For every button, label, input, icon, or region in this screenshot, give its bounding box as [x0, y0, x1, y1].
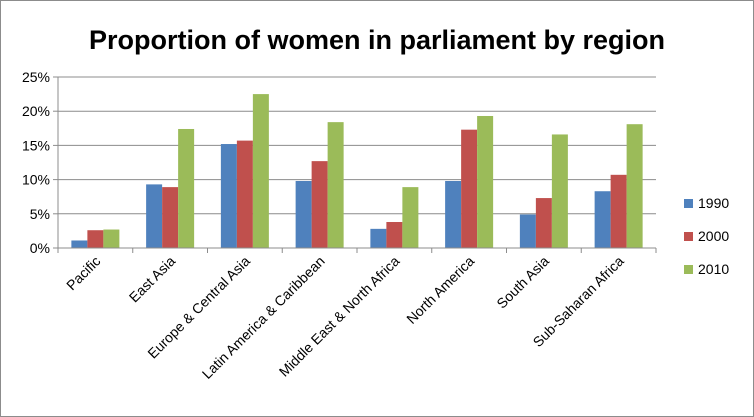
x-tick-label: Middle East & North Africa: [276, 253, 403, 380]
bar-1990: [295, 180, 312, 248]
legend-label-2000: 2000: [698, 228, 729, 244]
bar-2000: [610, 174, 627, 248]
bar-2010: [327, 122, 344, 248]
bar-2000: [386, 222, 403, 248]
x-tick-label: East Asia: [126, 253, 179, 306]
bar-1990: [594, 191, 611, 248]
y-tick-label: 20%: [22, 103, 50, 119]
legend-label-2010: 2010: [698, 261, 729, 277]
bar-2000: [535, 198, 552, 248]
bar-2010: [551, 134, 568, 248]
bar-2010: [178, 128, 195, 248]
y-tick-label: 15%: [22, 137, 50, 153]
bar-1990: [519, 214, 536, 248]
y-axis-ticks: 0% 5% 10% 15% 20% 25%: [22, 69, 59, 256]
bar-2010: [402, 187, 419, 248]
bar-2010: [626, 124, 643, 248]
bar-1990: [220, 144, 237, 248]
x-tick-label: South Asia: [493, 253, 552, 312]
y-tick-label: 25%: [22, 69, 50, 85]
bar-2000: [162, 187, 179, 248]
legend-swatch-1990: [684, 199, 693, 208]
y-tick-label: 10%: [22, 172, 50, 188]
legend-label-1990: 1990: [698, 195, 729, 211]
bar-1990: [445, 180, 462, 248]
chart-title: Proportion of women in parliament by reg…: [89, 25, 665, 55]
y-tick-label: 0%: [30, 240, 50, 256]
x-tick-label: North America: [403, 253, 477, 327]
bar-2000: [87, 230, 104, 248]
bar-2000: [461, 129, 478, 248]
bar-1990: [71, 240, 88, 248]
x-tick-label: Latin America & Caribbean: [199, 253, 328, 382]
bar-1990: [146, 184, 163, 248]
legend-swatch-2000: [684, 232, 693, 241]
bar-1990: [370, 228, 387, 248]
bar-2000: [311, 161, 328, 248]
legend-swatch-2010: [684, 265, 693, 274]
bar-2010: [252, 94, 269, 248]
x-tick-label: Pacific: [63, 253, 103, 293]
y-tick-label: 5%: [30, 206, 50, 222]
bar-2010: [103, 229, 120, 248]
bar-2000: [236, 140, 253, 248]
bar-2010: [477, 115, 494, 248]
legend: 1990 2000 2010: [684, 195, 729, 277]
bars: [71, 94, 643, 248]
